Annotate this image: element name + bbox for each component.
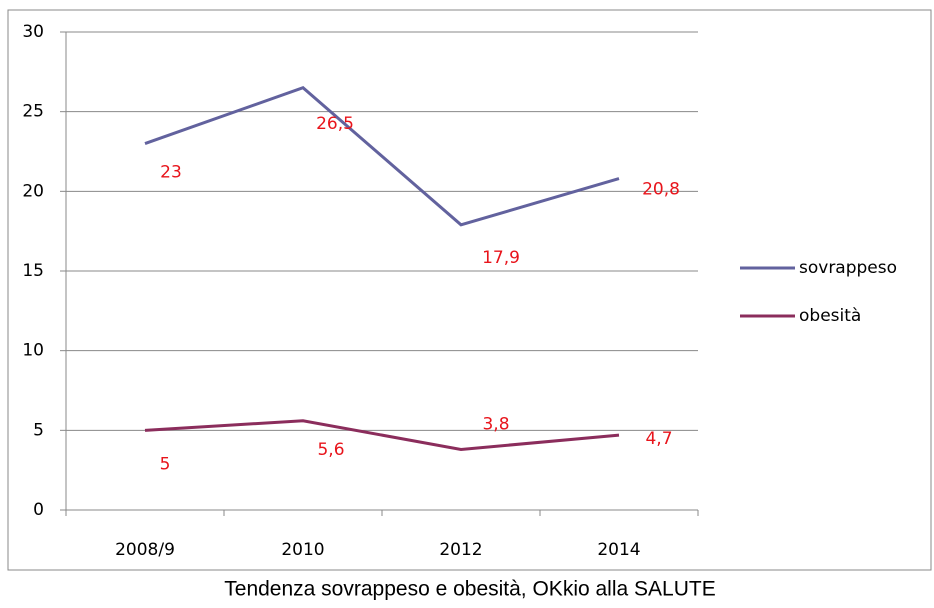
y-tick-label: 20 xyxy=(22,181,44,201)
chart-frame xyxy=(7,9,932,571)
y-tick-label: 0 xyxy=(33,500,44,520)
x-tick-label: 2014 xyxy=(597,540,640,560)
data-label: 26,5 xyxy=(316,114,354,134)
data-label: 20,8 xyxy=(642,180,680,200)
caption: Tendenza sovrappeso e obesità, OKkio all… xyxy=(224,578,715,601)
data-label: 3,8 xyxy=(482,414,509,434)
data-label: 4,7 xyxy=(645,429,672,449)
y-tick-label: 10 xyxy=(22,341,44,361)
data-label: 5 xyxy=(160,454,171,474)
data-label: 17,9 xyxy=(482,248,520,268)
line-series xyxy=(144,419,620,451)
legend-label: obesità xyxy=(799,306,861,326)
data-label: 23 xyxy=(160,163,182,183)
y-tick-label: 5 xyxy=(33,420,44,440)
y-tick-label: 30 xyxy=(22,22,44,42)
y-tick-label: 15 xyxy=(22,261,44,281)
line-series xyxy=(144,86,620,227)
x-tick-label: 2008/9 xyxy=(115,540,175,560)
x-tick-label: 2010 xyxy=(281,540,324,560)
y-tick-label: 25 xyxy=(22,102,44,122)
legend-label: sovrappeso xyxy=(799,258,897,278)
data-label: 5,6 xyxy=(317,440,344,460)
x-tick-label: 2012 xyxy=(439,540,482,560)
